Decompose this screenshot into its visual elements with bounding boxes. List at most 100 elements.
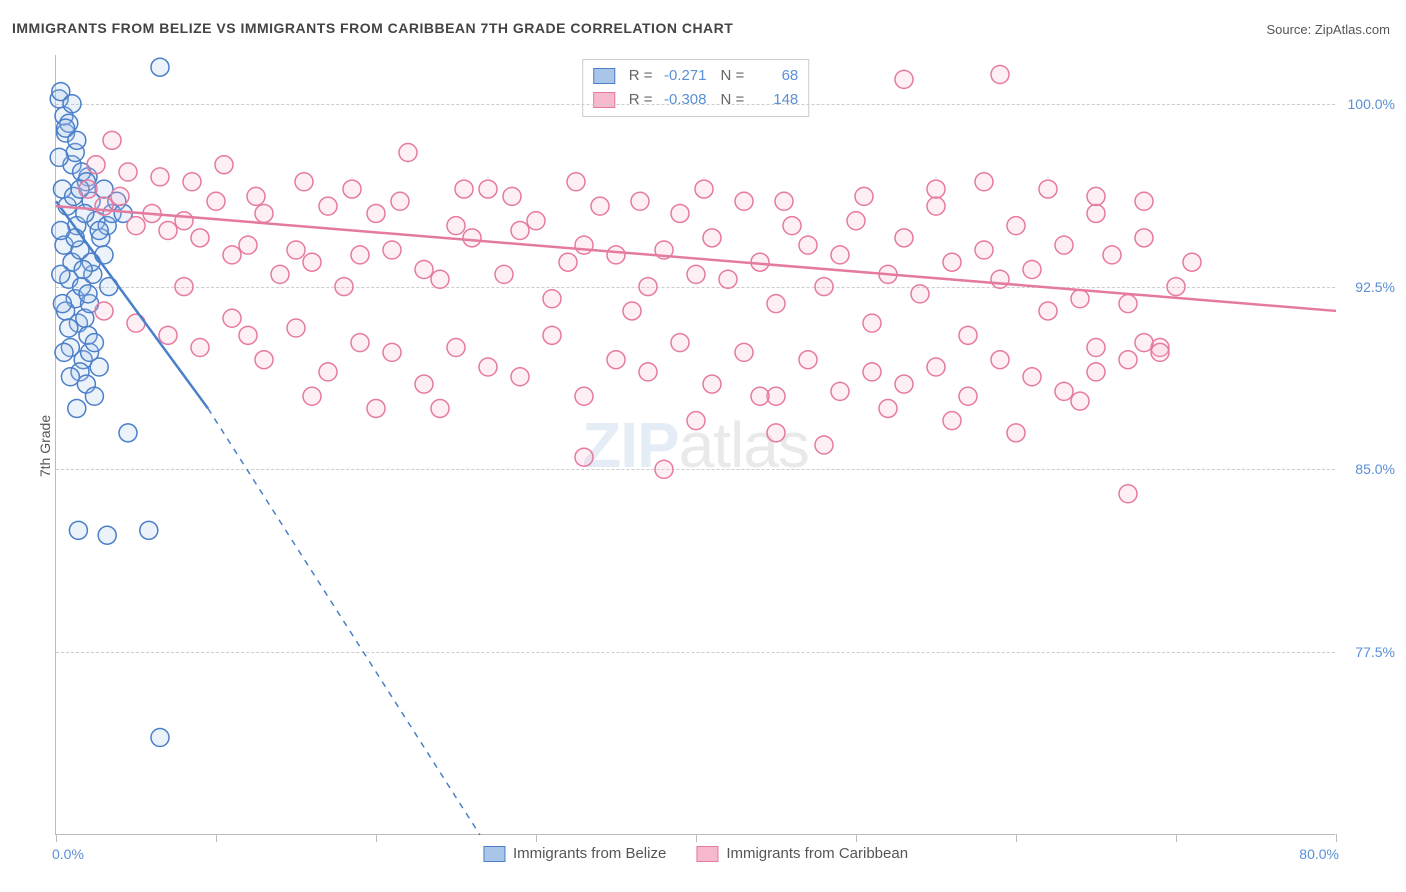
scatter-point [879, 399, 897, 417]
swatch-belize-bottom [483, 846, 505, 862]
scatter-point [631, 192, 649, 210]
scatter-point [151, 168, 169, 186]
scatter-point [1151, 343, 1169, 361]
scatter-point [367, 399, 385, 417]
x-tick [1336, 834, 1337, 842]
scatter-point [85, 387, 103, 405]
scatter-point [1135, 334, 1153, 352]
scatter-point [55, 343, 73, 361]
scatter-point [1007, 217, 1025, 235]
scatter-point [767, 424, 785, 442]
scatter-point [1119, 351, 1137, 369]
trend-line [56, 206, 1336, 311]
x-tick [856, 834, 857, 842]
y-tick-label: 85.0% [1355, 461, 1395, 477]
scatter-point [255, 351, 273, 369]
scatter-point [98, 526, 116, 544]
scatter-point [927, 197, 945, 215]
source-attribution: Source: ZipAtlas.com [1266, 22, 1390, 37]
scatter-point [1039, 180, 1057, 198]
scatter-point [695, 180, 713, 198]
x-tick [536, 834, 537, 842]
scatter-point [847, 212, 865, 230]
scatter-point [103, 131, 121, 149]
scatter-point [991, 66, 1009, 84]
scatter-point [351, 334, 369, 352]
source-name: ZipAtlas.com [1315, 22, 1390, 37]
scatter-point [575, 448, 593, 466]
scatter-point [735, 343, 753, 361]
scatter-point [639, 363, 657, 381]
scatter-point [775, 192, 793, 210]
scatter-point [1087, 339, 1105, 357]
scatter-point [991, 270, 1009, 288]
scatter-point [703, 375, 721, 393]
y-tick-label: 100.0% [1348, 96, 1395, 112]
scatter-point [335, 278, 353, 296]
scatter-point [415, 375, 433, 393]
scatter-point [303, 253, 321, 271]
scatter-point [479, 180, 497, 198]
source-prefix: Source: [1266, 22, 1314, 37]
scatter-point [175, 212, 193, 230]
scatter-point [90, 222, 108, 240]
scatter-point [463, 229, 481, 247]
scatter-point [1087, 204, 1105, 222]
scatter-point [911, 285, 929, 303]
scatter-point [703, 229, 721, 247]
scatter-point [175, 278, 193, 296]
scatter-point [431, 399, 449, 417]
scatter-point [479, 358, 497, 376]
y-tick-label: 77.5% [1355, 644, 1395, 660]
x-tick [216, 834, 217, 842]
legend-label-caribbean: Immigrants from Caribbean [726, 845, 908, 862]
scatter-point [895, 375, 913, 393]
scatter-point [559, 253, 577, 271]
scatter-point [60, 319, 78, 337]
scatter-point [1023, 261, 1041, 279]
scatter-point [831, 246, 849, 264]
scatter-point [74, 261, 92, 279]
x-tick-label-max: 80.0% [1299, 846, 1339, 862]
scatter-point [53, 295, 71, 313]
x-tick-label-min: 0.0% [52, 846, 84, 862]
scatter-point [799, 351, 817, 369]
scatter-point [287, 319, 305, 337]
scatter-point [719, 270, 737, 288]
scatter-point [1055, 236, 1073, 254]
scatter-point [575, 387, 593, 405]
scatter-point [90, 358, 108, 376]
chart-title: IMMIGRANTS FROM BELIZE VS IMMIGRANTS FRO… [12, 20, 733, 36]
scatter-point [119, 163, 137, 181]
scatter-point [495, 265, 513, 283]
scatter-point [863, 363, 881, 381]
series-legend: Immigrants from Belize Immigrants from C… [483, 845, 908, 862]
x-tick [1016, 834, 1017, 842]
scatter-point [52, 265, 70, 283]
legend-item-belize: Immigrants from Belize [483, 845, 666, 862]
scatter-point [655, 460, 673, 478]
scatter-point [943, 253, 961, 271]
scatter-point [567, 173, 585, 191]
y-axis-label: 7th Grade [37, 415, 53, 477]
chart-svg [56, 55, 1335, 834]
scatter-point [895, 70, 913, 88]
scatter-point [319, 363, 337, 381]
scatter-point [79, 285, 97, 303]
scatter-point [687, 265, 705, 283]
scatter-point [63, 95, 81, 113]
scatter-point [455, 180, 473, 198]
scatter-point [95, 197, 113, 215]
scatter-point [95, 302, 113, 320]
scatter-point [943, 412, 961, 430]
scatter-point [855, 187, 873, 205]
scatter-point [1087, 187, 1105, 205]
scatter-point [271, 265, 289, 283]
scatter-point [783, 217, 801, 235]
scatter-point [127, 217, 145, 235]
scatter-point [751, 387, 769, 405]
scatter-point [191, 339, 209, 357]
scatter-point [1023, 368, 1041, 386]
scatter-point [671, 334, 689, 352]
scatter-point [111, 187, 129, 205]
